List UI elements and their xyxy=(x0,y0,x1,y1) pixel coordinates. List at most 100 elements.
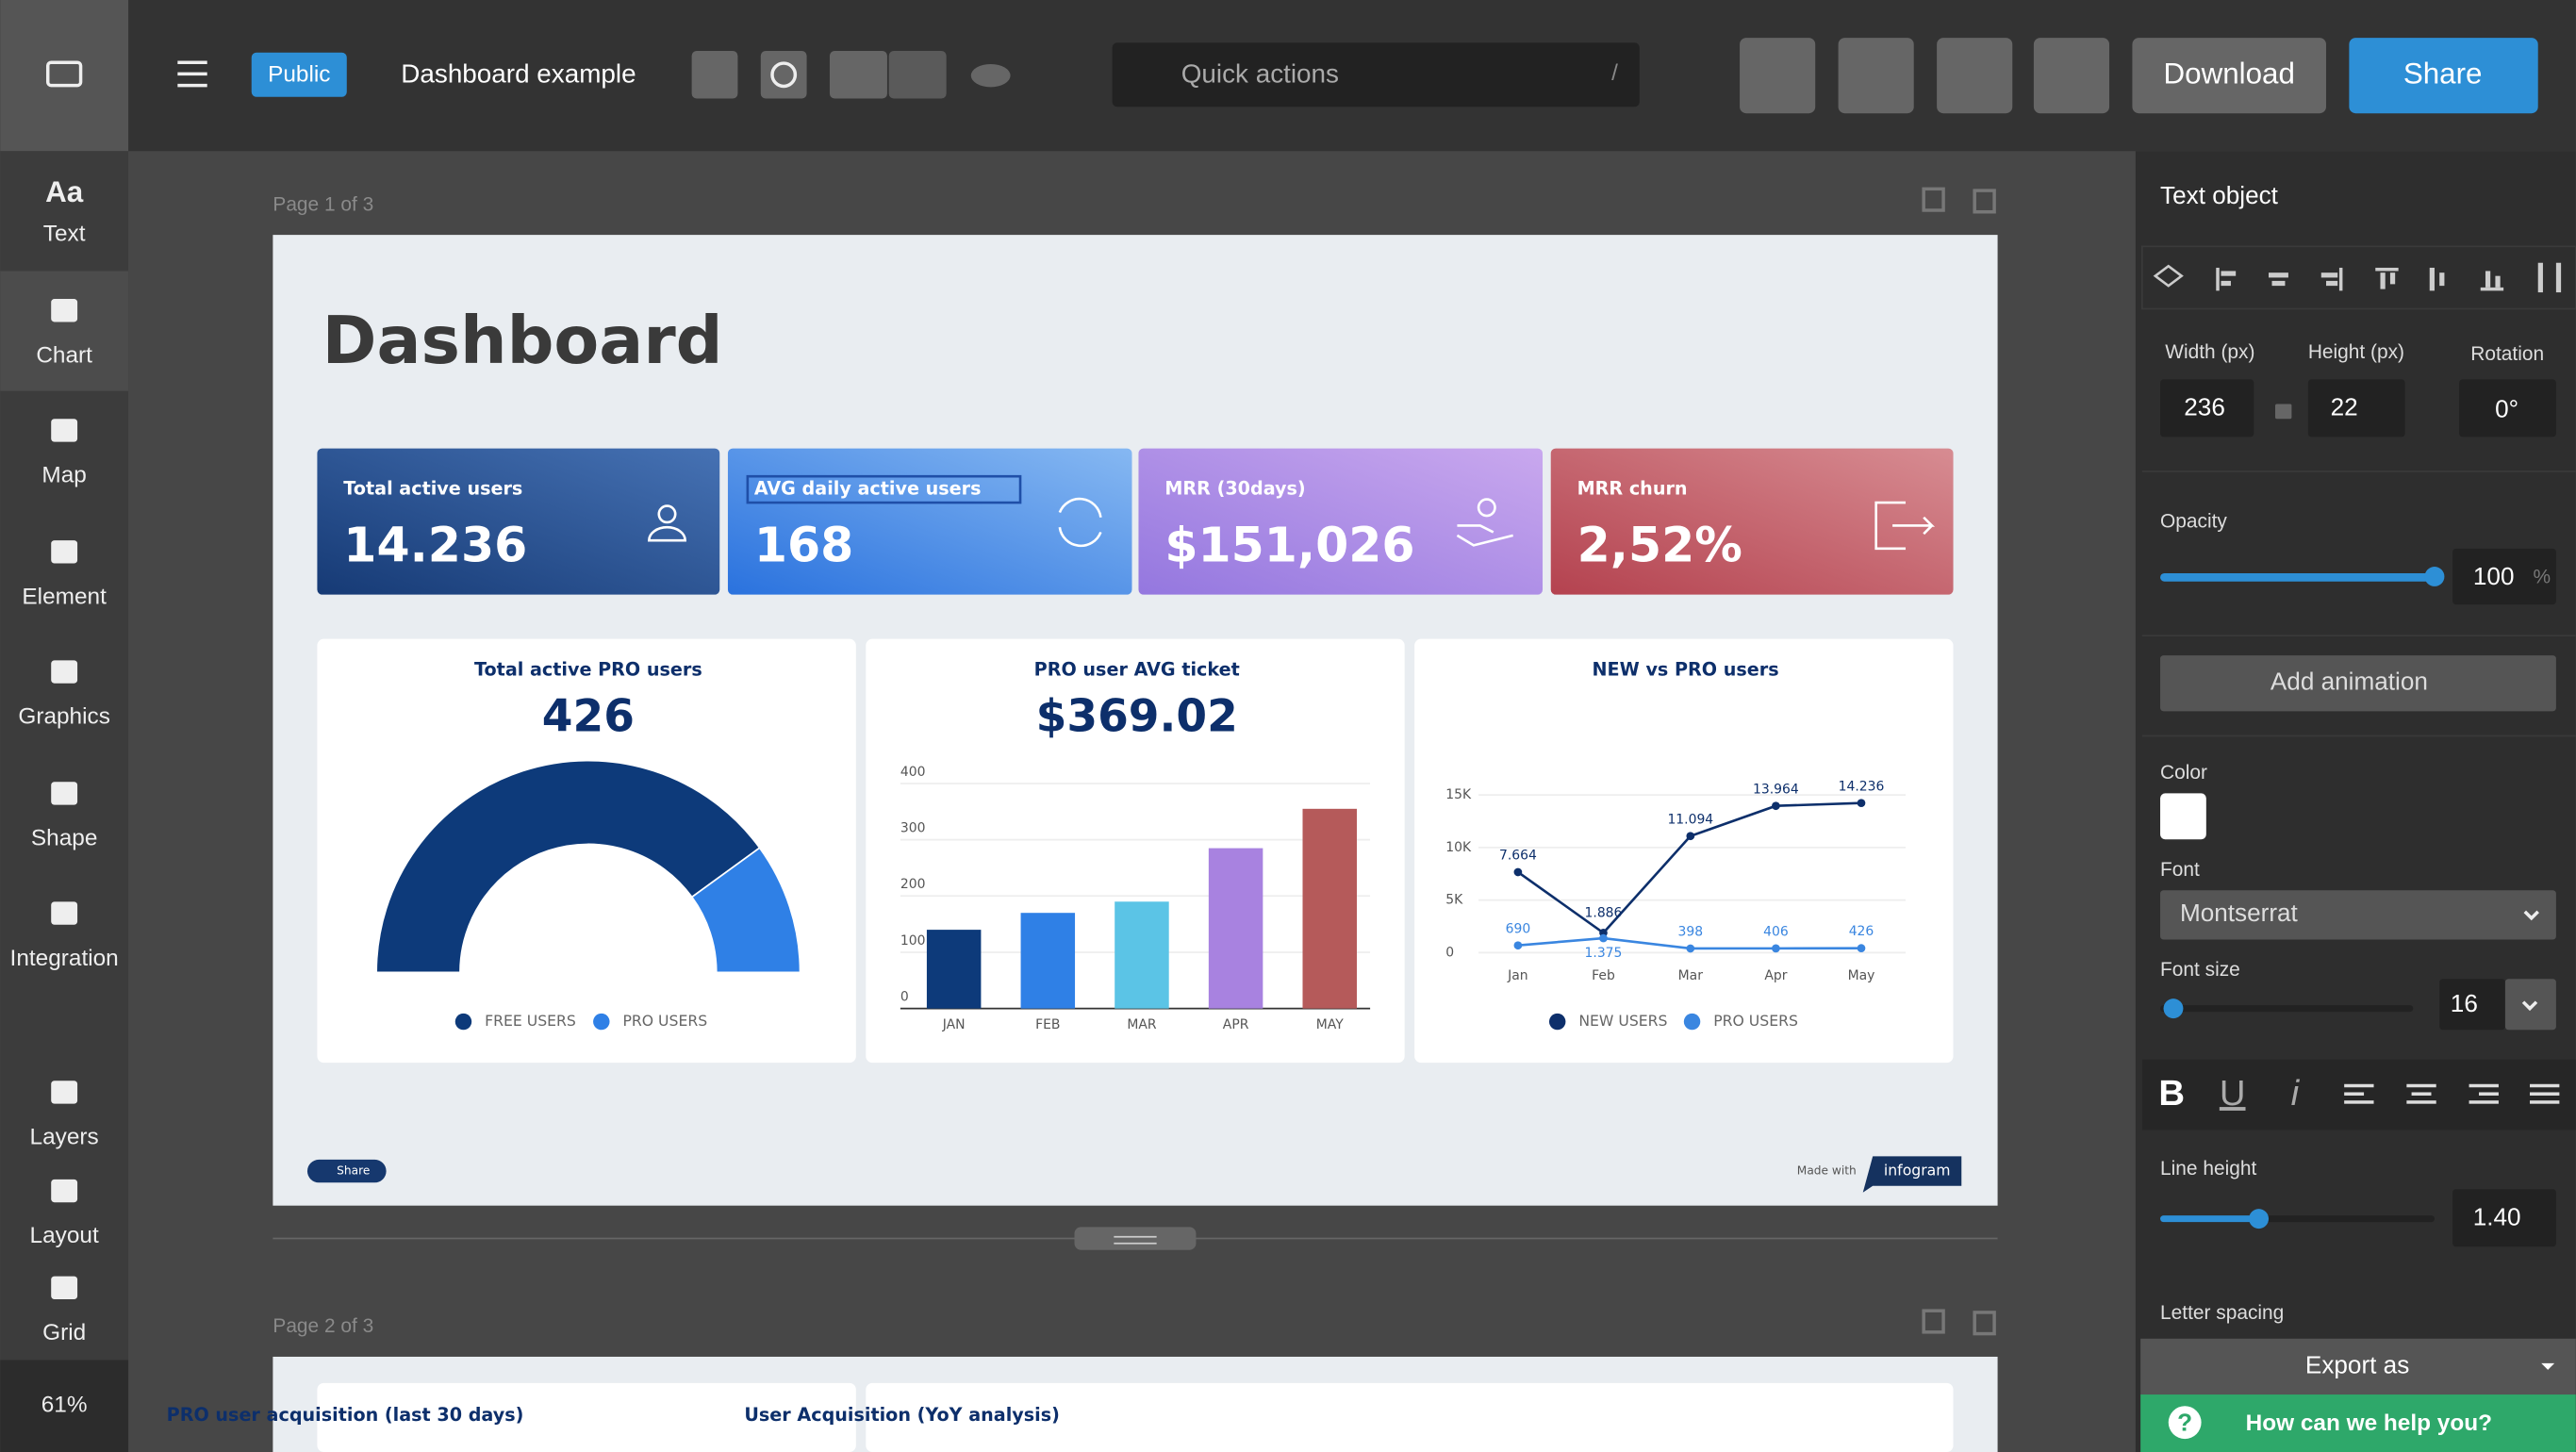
font-size-input[interactable] xyxy=(2439,979,2505,1031)
sidebar-icon xyxy=(51,660,78,684)
text-icon: Aa xyxy=(45,175,84,208)
font-select[interactable] xyxy=(2160,890,2556,940)
chart-card[interactable] xyxy=(317,1382,856,1452)
chart-card[interactable] xyxy=(1414,638,1954,1064)
data-label: 11.094 xyxy=(1667,812,1713,827)
sidebar-item[interactable]: Map xyxy=(41,463,86,488)
quick-actions[interactable] xyxy=(1112,42,1640,107)
logo[interactable] xyxy=(0,0,129,152)
gauge-segment xyxy=(690,847,801,974)
x-tick-label: FEB xyxy=(1035,1017,1060,1032)
y-tick-label: 400 xyxy=(900,765,926,780)
kpi-card[interactable] xyxy=(1550,448,1954,595)
kpi-card[interactable] xyxy=(1138,448,1544,595)
animation-button[interactable] xyxy=(2160,655,2556,712)
y-tick-label: 0 xyxy=(900,989,909,1004)
chart-card[interactable] xyxy=(866,638,1405,1064)
lock-icon[interactable] xyxy=(2274,404,2292,420)
undo-button[interactable] xyxy=(829,51,887,99)
kpi-label: MRR (30days) xyxy=(1164,478,1305,500)
collab-button[interactable] xyxy=(2033,38,2110,114)
sidebar-icon xyxy=(51,1179,78,1203)
data-label: 7.664 xyxy=(1499,849,1537,864)
point xyxy=(1686,832,1695,841)
legend-text: NEW USERS xyxy=(1578,1012,1667,1030)
sidebar-item[interactable]: Graphics xyxy=(18,704,110,730)
sidebar-item[interactable]: Integration xyxy=(10,946,119,971)
sidebar-item[interactable]: Chart xyxy=(36,342,92,368)
duplicate-icon[interactable] xyxy=(1922,187,1945,212)
help-icon: ? xyxy=(2177,1408,2192,1436)
sidebar-item[interactable]: Layout xyxy=(30,1223,99,1248)
slider-knob[interactable] xyxy=(2424,567,2445,586)
resize-handle[interactable] xyxy=(1074,1227,1197,1250)
tag-button[interactable] xyxy=(691,51,738,99)
x-tick-label: Mar xyxy=(1678,968,1704,983)
height-input[interactable] xyxy=(2307,379,2405,437)
sidebar-icon xyxy=(51,901,78,925)
quick-actions-text: Quick actions xyxy=(1181,58,1339,88)
data-label: 1.886 xyxy=(1585,905,1623,920)
sidebar-item[interactable]: Shape xyxy=(31,826,97,851)
help-text: How can we help you? xyxy=(2246,1411,2492,1436)
rotation-input[interactable] xyxy=(2459,379,2556,437)
kpi-card[interactable] xyxy=(727,448,1132,595)
sidebar-item[interactable]: Layers xyxy=(30,1125,99,1150)
history-button[interactable] xyxy=(760,51,807,99)
notes-button[interactable] xyxy=(1740,38,1816,114)
field-value: 100 xyxy=(2473,562,2515,590)
export-bar[interactable] xyxy=(2140,1338,2576,1395)
menu-icon[interactable] xyxy=(177,60,207,88)
duplicate-icon[interactable] xyxy=(1922,1309,1945,1334)
field-value: 0° xyxy=(2495,394,2518,422)
legend-swatch xyxy=(454,1013,472,1031)
legend-text: PRO USERS xyxy=(622,1012,707,1030)
comment-button[interactable] xyxy=(1838,38,1914,114)
y-tick-label: 15K xyxy=(1445,787,1472,802)
sidebar-item[interactable]: Grid xyxy=(42,1320,86,1345)
opacity-slider[interactable] xyxy=(2160,572,2435,582)
delete-icon[interactable] xyxy=(1973,1311,1996,1336)
doc-title: Dashboard example xyxy=(401,58,636,88)
point xyxy=(1599,933,1608,943)
slider-knob[interactable] xyxy=(2249,1209,2270,1229)
font-size-dropdown[interactable] xyxy=(2504,979,2556,1031)
data-label: 406 xyxy=(1763,924,1789,939)
chart-card[interactable] xyxy=(866,1382,1954,1452)
slider-knob[interactable] xyxy=(2163,998,2184,1019)
font-size-slider[interactable] xyxy=(2160,1005,2414,1013)
clock-icon xyxy=(770,61,798,89)
redo-button[interactable] xyxy=(888,51,947,99)
y-tick-label: 0 xyxy=(1445,945,1454,960)
opacity-input[interactable] xyxy=(2452,548,2556,605)
delete-icon[interactable] xyxy=(1973,189,1996,214)
color-swatch[interactable] xyxy=(2160,793,2206,840)
badge[interactable] xyxy=(251,52,347,97)
format-button[interactable]: U xyxy=(2220,1073,2246,1114)
y-tick-label: 300 xyxy=(900,820,926,835)
share-pill[interactable] xyxy=(306,1159,387,1183)
point xyxy=(1513,941,1523,950)
sidebar-item[interactable]: Element xyxy=(22,585,107,610)
width-input[interactable] xyxy=(2160,379,2254,437)
slider-fill xyxy=(2160,1215,2259,1223)
kpi-label: AVG daily active users xyxy=(754,478,982,500)
line-height-input[interactable] xyxy=(2452,1189,2556,1247)
help-bar[interactable] xyxy=(2140,1394,2576,1452)
legend-swatch xyxy=(593,1013,610,1031)
kpi-label: MRR churn xyxy=(1577,478,1688,500)
zoom-box[interactable] xyxy=(0,1360,129,1452)
sidebar-icon xyxy=(51,1081,78,1104)
font-name: Montserrat xyxy=(2180,899,2299,927)
present-button[interactable] xyxy=(1937,38,2013,114)
format-button[interactable]: i xyxy=(2291,1073,2301,1114)
download-button[interactable] xyxy=(2132,38,2326,114)
chevron xyxy=(2523,910,2539,921)
sidebar-item[interactable]: Text xyxy=(43,222,86,247)
format-button[interactable]: B xyxy=(2158,1073,2185,1114)
kpi-card[interactable] xyxy=(317,448,720,595)
share-button[interactable] xyxy=(2349,38,2538,114)
kpi-value: 2,52% xyxy=(1577,517,1742,572)
selection-box xyxy=(746,474,1022,504)
